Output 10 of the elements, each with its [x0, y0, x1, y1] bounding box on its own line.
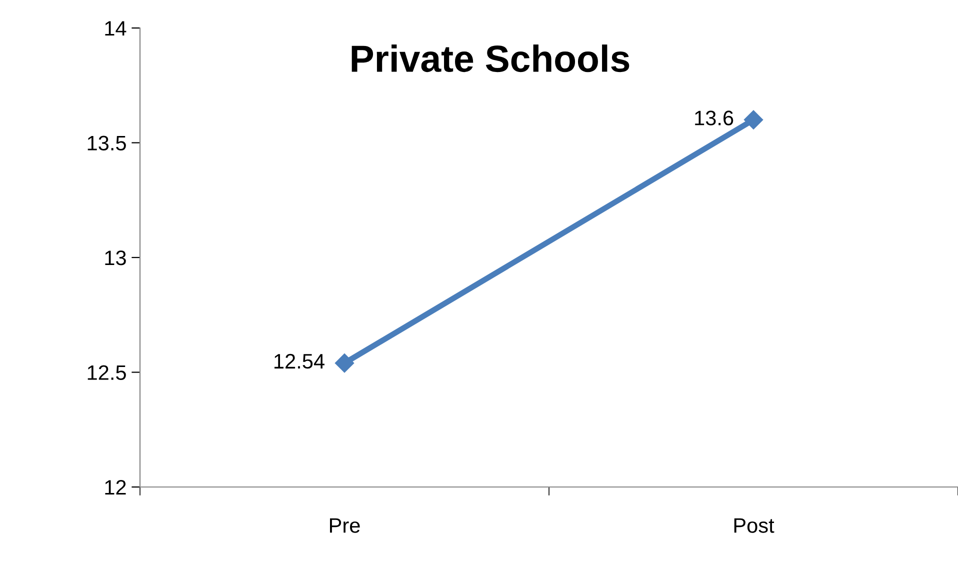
y-tick-label: 13	[105, 250, 126, 266]
y-tick-label: 13.5	[88, 136, 126, 151]
y-tick-label: 14	[105, 21, 126, 36]
chart-title: Private Schools	[352, 44, 630, 72]
data-label: 12.54	[274, 354, 324, 369]
x-tick-label: Pre	[330, 518, 360, 533]
x-tick-label: Post	[734, 518, 774, 533]
y-tick-label: 12.5	[88, 365, 126, 380]
y-tick-label: 12	[105, 480, 126, 495]
data-label: 13.6	[695, 110, 734, 126]
